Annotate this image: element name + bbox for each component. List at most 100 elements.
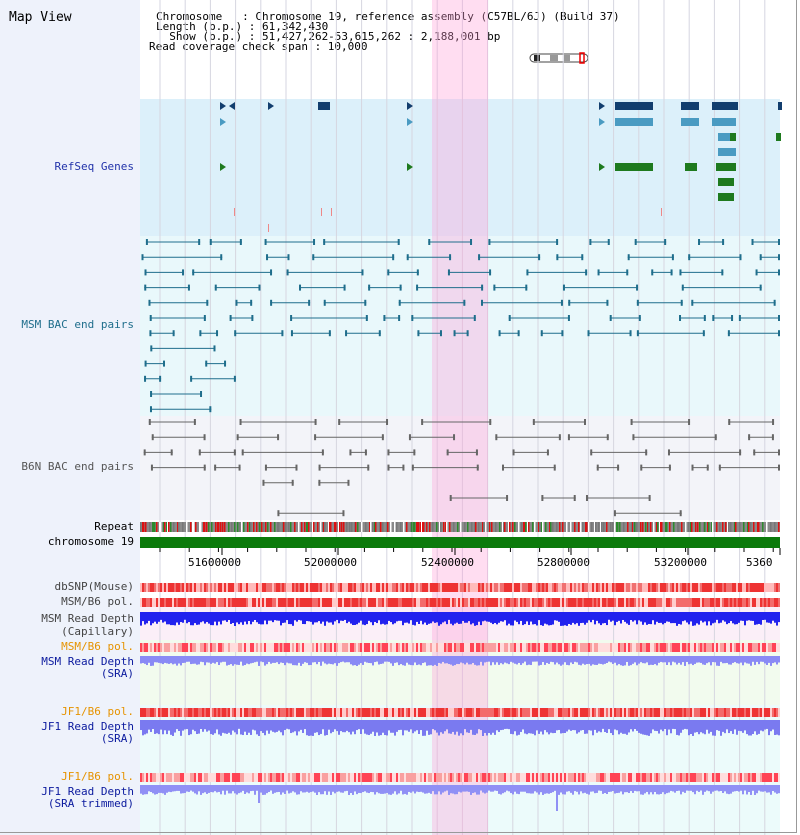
jf1-pol2-cell[interactable] — [476, 773, 478, 782]
dbsnp-cell[interactable] — [658, 583, 660, 592]
msm-cap-depth-bar[interactable] — [382, 612, 384, 624]
jf1-sra-depth-bar[interactable] — [354, 720, 356, 735]
jf1-trim-depth-bar[interactable] — [538, 785, 540, 795]
msm-sra-depth-bar[interactable] — [336, 656, 338, 666]
jf1-pol-cell[interactable] — [304, 708, 306, 717]
msm-cap-depth-bar[interactable] — [446, 612, 448, 625]
jf1-pol-cell[interactable] — [584, 708, 586, 717]
msm-sra-depth-bar[interactable] — [484, 656, 486, 663]
dbsnp-cell[interactable] — [226, 583, 228, 592]
jf1-pol-cell[interactable] — [638, 708, 640, 717]
jf1-trim-depth-bar[interactable] — [306, 785, 308, 792]
msm-pol-cell[interactable] — [324, 598, 326, 607]
dbsnp-cell[interactable] — [406, 583, 408, 592]
bac-end-marker[interactable] — [398, 315, 401, 321]
jf1-sra-depth-bar[interactable] — [288, 720, 290, 730]
jf1-pol2-cell[interactable] — [608, 773, 610, 782]
bac-end-marker[interactable] — [751, 239, 754, 245]
msm-pol2-cell[interactable] — [342, 643, 344, 652]
jf1-sra-depth-bar[interactable] — [506, 720, 508, 729]
bac-end-marker[interactable] — [670, 269, 673, 276]
jf1-trim-depth-bar[interactable] — [586, 785, 588, 794]
jf1-pol2-cell[interactable] — [612, 773, 614, 782]
msm-pol2-cell[interactable] — [346, 643, 348, 652]
jf1-sra-depth-bar[interactable] — [272, 720, 274, 732]
gene-block[interactable] — [718, 148, 736, 156]
msm-pol2-cell[interactable] — [416, 643, 418, 652]
bac-end-marker[interactable] — [199, 330, 202, 337]
msm-sra-depth-bar[interactable] — [462, 656, 464, 664]
msm-pol-cell[interactable] — [486, 598, 488, 607]
msm-sra-depth-bar[interactable] — [358, 656, 360, 665]
jf1-trim-depth-bar[interactable] — [492, 785, 494, 792]
repeat-element[interactable] — [410, 522, 412, 532]
jf1-trim-depth-bar[interactable] — [636, 785, 638, 792]
msm-pol-cell[interactable] — [508, 598, 510, 607]
msm-sra-depth-bar[interactable] — [300, 656, 302, 666]
jf1-pol2-cell[interactable] — [698, 773, 700, 782]
repeat-element[interactable] — [249, 522, 251, 532]
bac-end-marker[interactable] — [299, 284, 302, 291]
b6n-end-marker[interactable] — [148, 419, 151, 425]
bac-end-marker[interactable] — [581, 254, 584, 261]
jf1-pol-cell[interactable] — [230, 708, 232, 717]
msm-pol-cell[interactable] — [406, 598, 408, 607]
jf1-sra-depth-bar[interactable] — [684, 720, 686, 729]
jf1-sra-depth-bar[interactable] — [458, 720, 460, 736]
repeat-element[interactable] — [483, 522, 485, 532]
jf1-sra-depth-bar[interactable] — [476, 720, 478, 734]
jf1-sra-depth-bar[interactable] — [328, 720, 330, 730]
msm-pol-cell[interactable] — [440, 598, 442, 607]
jf1-sra-depth-bar[interactable] — [300, 720, 302, 730]
dbsnp-cell[interactable] — [294, 583, 296, 592]
msm-sra-depth-bar[interactable] — [230, 656, 232, 665]
bac-end-marker[interactable] — [636, 284, 639, 291]
msm-pol2-cell[interactable] — [690, 643, 692, 652]
msm-pol-cell[interactable] — [424, 598, 426, 607]
dbsnp-cell[interactable] — [358, 583, 360, 592]
jf1-trim-depth-bar[interactable] — [760, 785, 762, 792]
msm-sra-depth-bar[interactable] — [646, 656, 648, 663]
jf1-sra-depth-bar[interactable] — [456, 720, 458, 732]
jf1-pol2-cell[interactable] — [386, 773, 388, 782]
msm-pol-cell[interactable] — [552, 598, 554, 607]
jf1-sra-depth-bar[interactable] — [186, 720, 188, 730]
jf1-pol2-cell[interactable] — [602, 773, 604, 782]
jf1-pol2-cell[interactable] — [444, 773, 446, 782]
msm-sra-depth-bar[interactable] — [340, 656, 342, 663]
dbsnp-cell[interactable] — [648, 583, 650, 592]
msm-pol2-cell[interactable] — [552, 643, 554, 652]
msm-cap-depth-bar[interactable] — [256, 612, 258, 623]
b6n-end-marker[interactable] — [387, 464, 390, 471]
dbsnp-cell[interactable] — [500, 583, 502, 592]
jf1-sra-depth-bar[interactable] — [202, 720, 204, 732]
jf1-sra-depth-bar[interactable] — [502, 720, 504, 730]
msm-cap-depth-bar[interactable] — [722, 612, 724, 621]
jf1-pol-cell[interactable] — [554, 708, 556, 717]
jf1-pol-cell[interactable] — [282, 708, 284, 717]
jf1-trim-depth-bar[interactable] — [390, 785, 392, 795]
repeat-element[interactable] — [464, 522, 466, 532]
jf1-pol-cell[interactable] — [610, 708, 612, 717]
repeat-element[interactable] — [508, 522, 510, 532]
repeat-element[interactable] — [482, 522, 484, 532]
msm-cap-depth-bar[interactable] — [760, 612, 762, 625]
msm-pol2-cell[interactable] — [544, 643, 546, 652]
bac-end-marker[interactable] — [634, 239, 637, 245]
msm-pol-cell[interactable] — [760, 598, 762, 607]
msm-pol2-cell[interactable] — [338, 643, 340, 652]
jf1-pol2-cell[interactable] — [168, 773, 170, 782]
msm-cap-depth-bar[interactable] — [148, 612, 150, 621]
msm-pol2-cell[interactable] — [656, 643, 658, 652]
jf1-trim-depth-bar[interactable] — [194, 785, 196, 794]
gene-block[interactable] — [730, 133, 736, 141]
jf1-pol2-cell[interactable] — [606, 773, 608, 782]
jf1-pol-cell[interactable] — [312, 708, 314, 717]
jf1-trim-depth-bar[interactable] — [370, 785, 372, 792]
jf1-pol2-cell[interactable] — [330, 773, 332, 782]
b6n-end-marker[interactable] — [512, 449, 515, 456]
jf1-sra-depth-bar[interactable] — [428, 720, 430, 735]
jf1-pol-cell[interactable] — [462, 708, 464, 717]
msm-cap-depth-bar[interactable] — [348, 612, 350, 622]
repeat-element[interactable] — [719, 522, 721, 532]
